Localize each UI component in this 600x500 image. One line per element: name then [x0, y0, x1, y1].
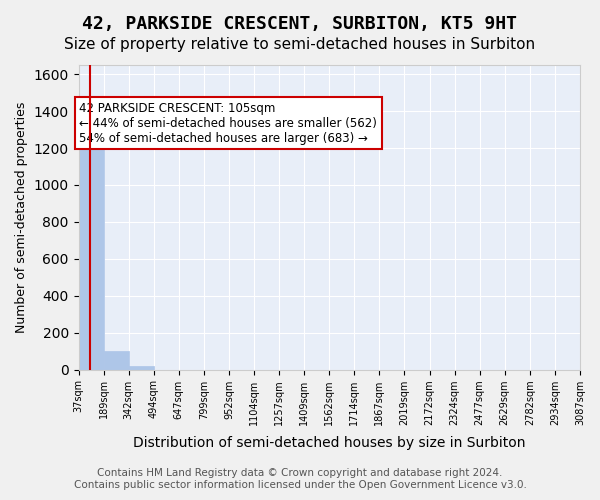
Bar	[104, 351, 128, 370]
Text: 42, PARKSIDE CRESCENT, SURBITON, KT5 9HT: 42, PARKSIDE CRESCENT, SURBITON, KT5 9HT	[83, 15, 517, 33]
Text: Size of property relative to semi-detached houses in Surbiton: Size of property relative to semi-detach…	[64, 38, 536, 52]
Bar	[79, 140, 104, 370]
X-axis label: Distribution of semi-detached houses by size in Surbiton: Distribution of semi-detached houses by …	[133, 436, 526, 450]
Text: Contains HM Land Registry data © Crown copyright and database right 2024.
Contai: Contains HM Land Registry data © Crown c…	[74, 468, 526, 490]
Text: 42 PARKSIDE CRESCENT: 105sqm
← 44% of semi-detached houses are smaller (562)
54%: 42 PARKSIDE CRESCENT: 105sqm ← 44% of se…	[79, 102, 377, 144]
Bar	[128, 366, 154, 370]
Y-axis label: Number of semi-detached properties: Number of semi-detached properties	[15, 102, 28, 333]
